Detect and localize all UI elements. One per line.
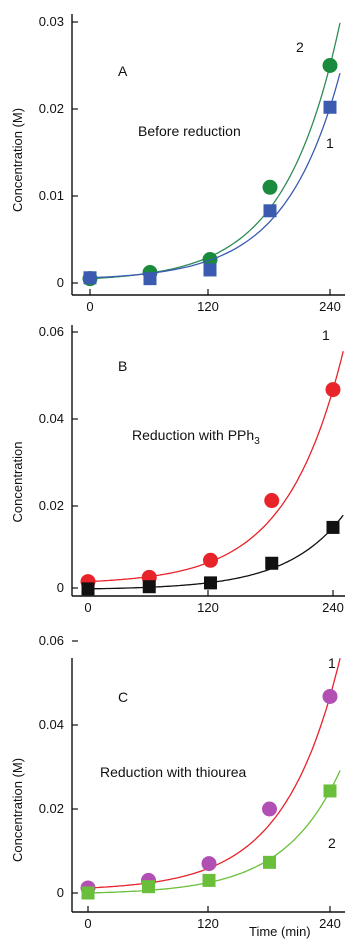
panel-letter: A <box>118 63 128 79</box>
annotation-main: Reduction with PPh <box>132 427 254 443</box>
y-axis-label: Concentration (M) <box>10 108 25 212</box>
data-point <box>203 552 218 568</box>
series-line <box>89 73 341 279</box>
y-tick-label: 0.06 <box>39 324 64 339</box>
x-axis-label: Time (min) <box>249 924 311 939</box>
y-tick-label: 0.02 <box>39 101 64 116</box>
series-line <box>89 22 341 280</box>
series-line <box>87 351 344 583</box>
x-tick-label: 0 <box>84 916 91 931</box>
data-point <box>326 520 340 534</box>
panel-annotation: Reduction with PPh3 <box>132 427 260 447</box>
data-point <box>323 100 337 114</box>
data-point <box>204 576 217 590</box>
series-label: 2 <box>296 39 304 55</box>
series-label: 1 <box>326 135 334 151</box>
data-point <box>203 263 217 277</box>
data-point <box>322 58 338 73</box>
data-point <box>201 856 217 872</box>
x-tick-label: 120 <box>197 299 219 314</box>
series-label: 1 <box>322 327 330 343</box>
y-tick-label: 0.01 <box>39 188 64 203</box>
data-point <box>323 784 337 798</box>
data-point <box>325 382 341 398</box>
x-tick-label: 240 <box>319 916 341 931</box>
x-tick-label: 120 <box>197 600 219 615</box>
y-tick-label: 0.06 <box>39 633 64 648</box>
data-point <box>142 580 156 594</box>
data-point <box>263 204 277 218</box>
x-tick-label: 240 <box>319 299 341 314</box>
panel-letter: B <box>118 358 127 374</box>
data-point <box>262 801 277 817</box>
y-tick-label: 0 <box>57 580 64 595</box>
data-point <box>265 556 279 570</box>
data-point <box>264 493 280 509</box>
panel-annotation: Reduction with thiourea <box>100 764 247 780</box>
series-label: 1 <box>328 655 336 671</box>
y-tick-label: 0.03 <box>39 14 64 29</box>
y-tick-label: 0.02 <box>39 801 64 816</box>
data-point <box>262 179 278 195</box>
y-axis-label: Concentration <box>10 442 25 523</box>
data-point <box>83 271 97 285</box>
panel-b: 0 0.02 0.04 0.06 0 120 240 1 2 B Reduction with … <box>10 324 345 615</box>
plot-area-a: 0 0.01 0.02 0.03 0 120 240 2 1 <box>39 14 345 314</box>
panel-a: 0 0.01 0.02 0.03 0 120 240 2 1 A Before reductio… <box>10 14 345 314</box>
series-label: 2 <box>326 520 334 536</box>
y-tick-label: 0 <box>57 275 64 290</box>
y-tick-label: 0 <box>57 885 64 900</box>
panel-annotation: Before reduction <box>138 123 241 139</box>
panel-letter: C <box>118 689 128 705</box>
data-point <box>322 688 338 704</box>
annotation-subscript: 3 <box>254 436 260 447</box>
y-axis-label: Concentration (M) <box>10 758 25 862</box>
x-tick-label: 240 <box>322 600 344 615</box>
x-tick-label: 120 <box>197 916 219 931</box>
x-tick-label: 0 <box>86 299 93 314</box>
data-point <box>202 873 216 887</box>
series-label: 2 <box>328 835 336 851</box>
data-point <box>143 272 157 286</box>
y-tick-label: 0.04 <box>39 411 64 426</box>
data-point <box>81 582 95 596</box>
y-tick-label: 0.02 <box>39 498 64 513</box>
x-tick-label: 0 <box>84 600 91 615</box>
data-point <box>142 880 155 894</box>
y-tick-label: 0.04 <box>39 717 64 732</box>
plot-area-c: 0 0.02 0.04 0.06 0 120 240 1 2 <box>39 633 345 931</box>
data-point <box>263 855 276 869</box>
plot-area-b: 0 0.02 0.04 0.06 0 120 240 1 2 <box>39 324 345 615</box>
data-point <box>81 886 95 900</box>
panel-c: 0 0.02 0.04 0.06 0 120 240 1 2 C Reduction with … <box>10 633 345 939</box>
